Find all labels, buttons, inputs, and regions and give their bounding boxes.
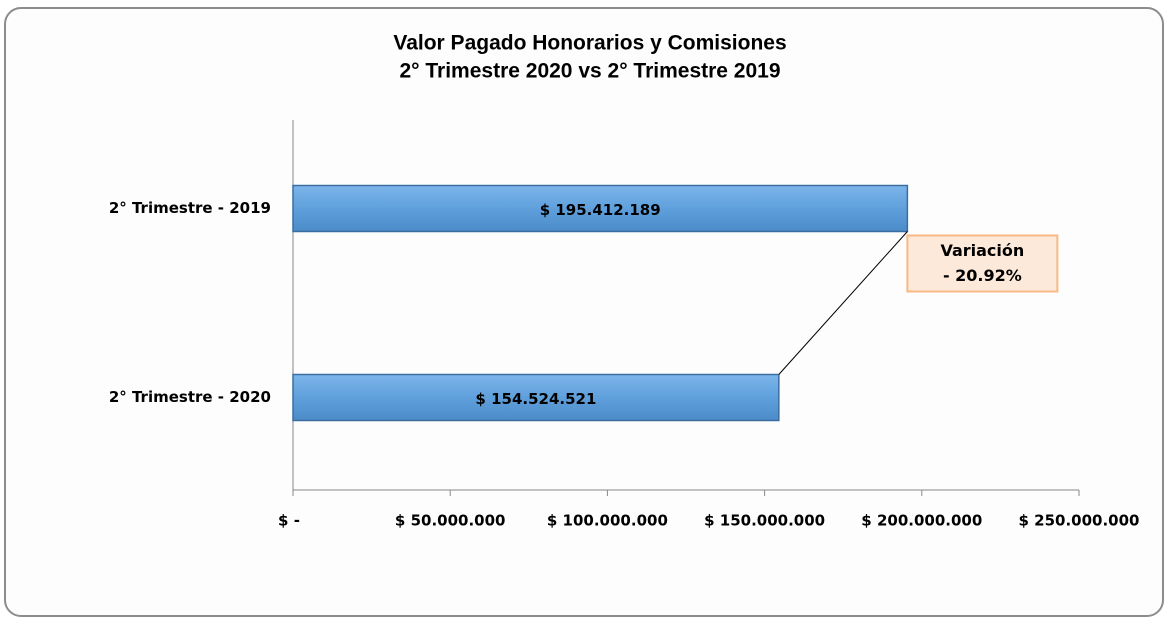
y-tick-label: 2° Trimestre - 2019 (109, 199, 271, 217)
value-label: $ 154.524.521 (475, 390, 596, 408)
x-tick-label: $ - (278, 512, 300, 530)
x-tick-label: $ 150.000.000 (704, 512, 825, 530)
y-tick-label: 2° Trimestre - 2020 (109, 388, 271, 406)
chart-subtitle: 2° Trimestre 2020 vs 2° Trimestre 2019 (399, 60, 780, 83)
annotation-box (906, 234, 1059, 293)
value-label: $ 195.412.189 (540, 201, 661, 219)
annotation-text: Variación (940, 241, 1024, 260)
x-tick-label: $ 200.000.000 (861, 512, 982, 530)
x-tick-label: $ 100.000.000 (547, 512, 668, 530)
bar (292, 184, 909, 233)
bar (292, 373, 780, 422)
annotation-text: - 20.92% (943, 266, 1022, 285)
x-tick-label: $ 250.000.000 (1019, 512, 1140, 530)
annotation-connector (778, 231, 908, 375)
x-tick-label: $ 50.000.000 (395, 512, 506, 530)
chart-title: Valor Pagado Honorarios y Comisiones (393, 32, 786, 55)
chart-frame (4, 7, 1164, 617)
